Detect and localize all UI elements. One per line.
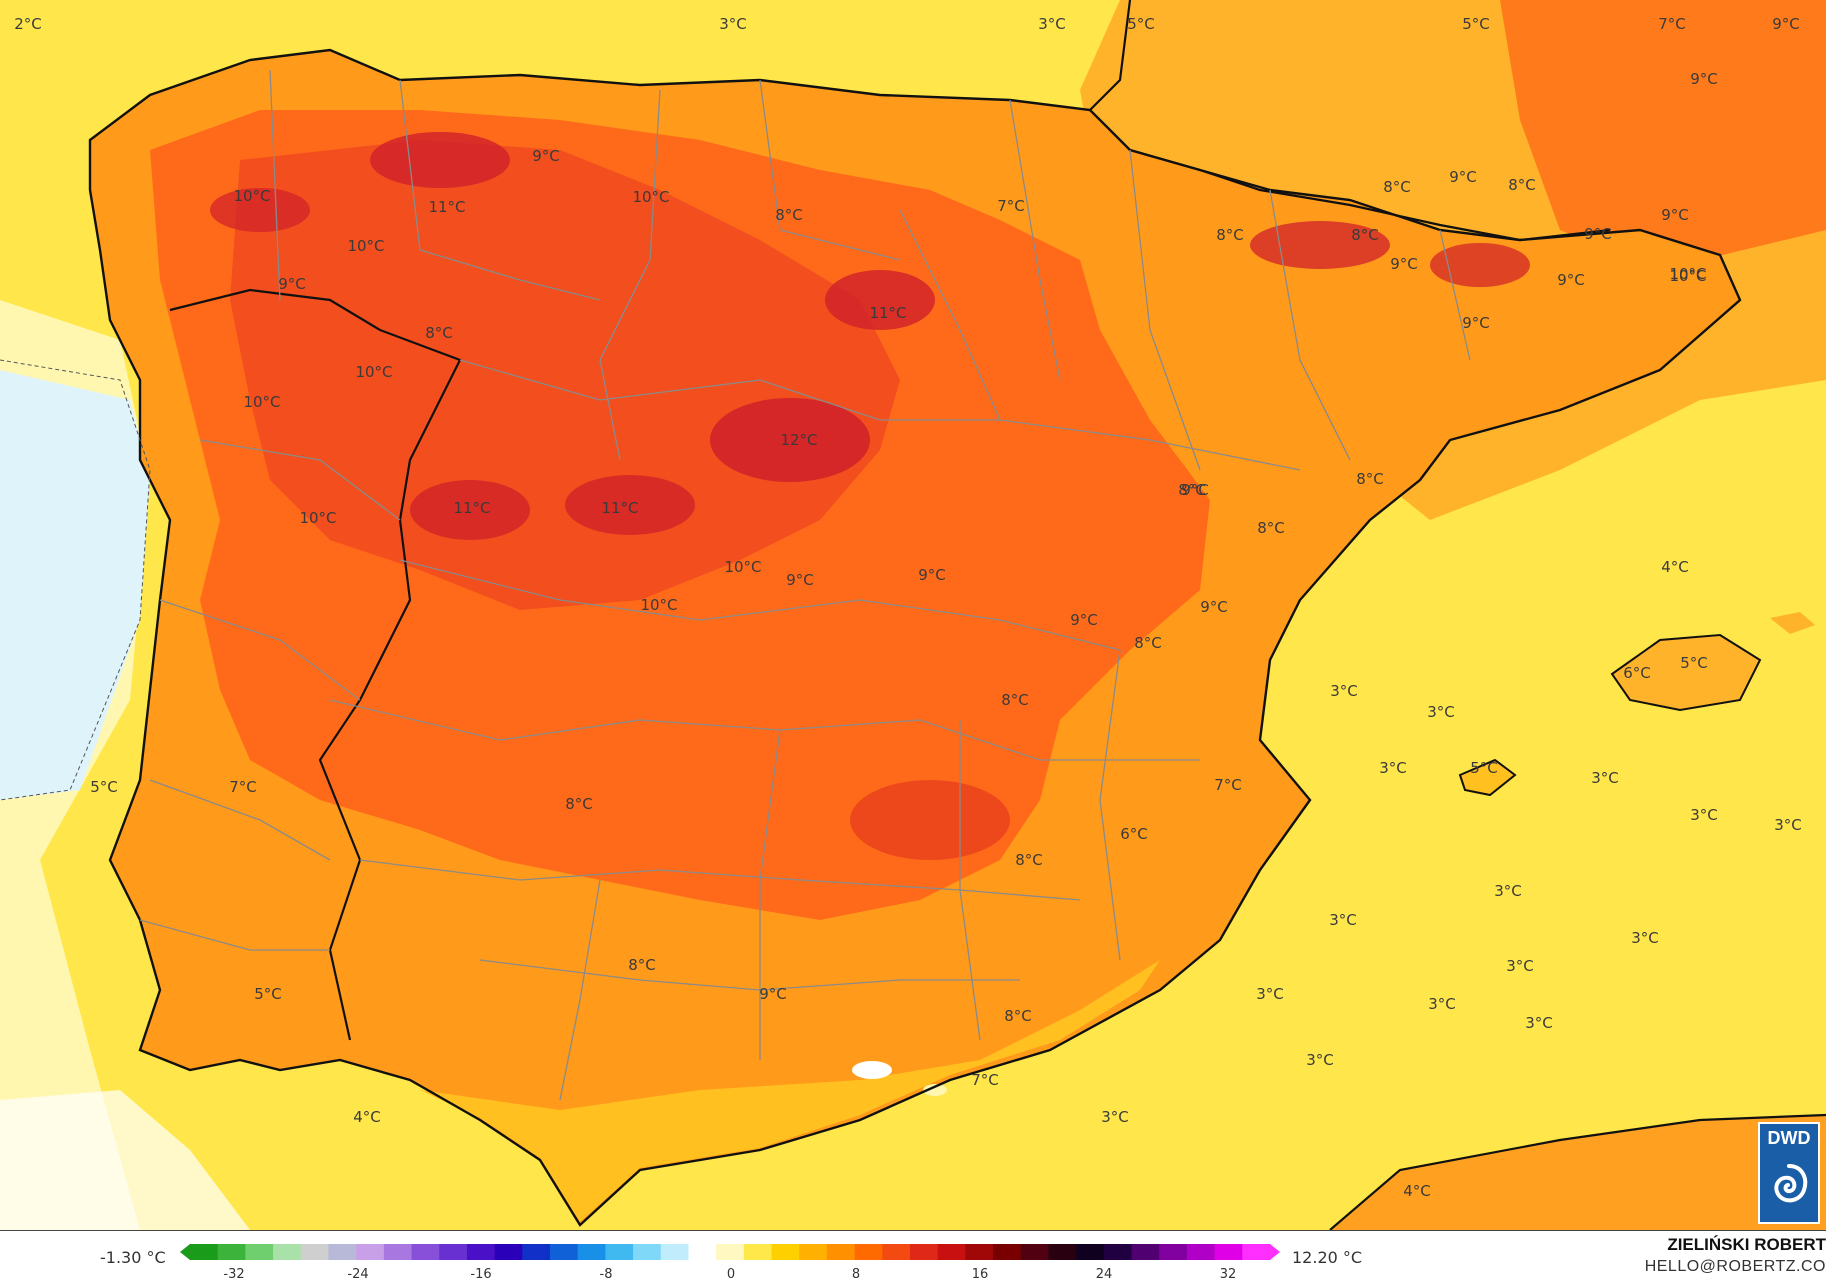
color-bar-segment xyxy=(1131,1244,1160,1260)
legend-tick-label: -16 xyxy=(470,1267,492,1282)
mallorca-island xyxy=(1612,635,1760,710)
color-bar-segment xyxy=(660,1244,690,1260)
map-base xyxy=(0,0,1826,1230)
color-bar-segment xyxy=(1214,1244,1243,1260)
iberia-coastline xyxy=(88,48,1742,1227)
color-bar-segment xyxy=(1242,1244,1271,1260)
color-bar-segment xyxy=(1159,1244,1188,1260)
legend-tick-label: 24 xyxy=(1095,1267,1113,1282)
hotspot-central-2 xyxy=(825,270,935,330)
color-bar-segment xyxy=(550,1244,579,1260)
color-bar-segment xyxy=(245,1244,274,1260)
france-hot-core xyxy=(1500,0,1826,270)
color-bar-segment xyxy=(466,1244,496,1260)
atlantic-white-zone xyxy=(0,370,150,800)
southwest-white-zone xyxy=(0,1090,250,1230)
hotspot-north-2 xyxy=(210,188,310,232)
swirl-icon xyxy=(1774,1164,1808,1203)
legend-tick-label: -32 xyxy=(223,1267,245,1282)
isotherm-line xyxy=(0,359,151,801)
color-bar-segment xyxy=(300,1244,330,1260)
author-name: ZIELIŃSKI ROBERT xyxy=(1667,1235,1826,1254)
color-bar-segment xyxy=(688,1244,717,1260)
color-bar-segment xyxy=(1076,1244,1105,1260)
iberia-core-zone xyxy=(230,140,900,610)
color-bar-min-arrow xyxy=(180,1244,190,1260)
color-bar-segment xyxy=(771,1244,800,1260)
color-bar-segment xyxy=(217,1244,246,1260)
pyrenees-border xyxy=(1129,148,1611,242)
color-bar-segment xyxy=(411,1244,440,1260)
color-bar-segment xyxy=(716,1244,745,1260)
color-bar-segment xyxy=(1048,1244,1077,1260)
color-legend: -1.30 °C -32 -24 -16 -8 0 8 16 24 32 12.20 °C ZI… xyxy=(0,1230,1826,1288)
hotspot-north-1 xyxy=(370,132,510,188)
color-bar-segment xyxy=(190,1244,219,1260)
color-bar-segment xyxy=(854,1244,883,1260)
ibiza-coast xyxy=(1458,758,1517,797)
color-bar-segment xyxy=(273,1244,302,1260)
hotspot-central-3 xyxy=(410,480,530,540)
color-bar-segment xyxy=(937,1244,966,1260)
legend-min-value: -1.30 °C xyxy=(100,1248,166,1267)
color-bar xyxy=(180,1244,1280,1260)
france-border xyxy=(1089,0,1132,111)
hotspot-east-2 xyxy=(1430,243,1530,287)
north-africa-land xyxy=(1330,1115,1826,1230)
legend-tick-label: 16 xyxy=(971,1267,989,1282)
color-bar-segment xyxy=(383,1244,413,1260)
province-borders xyxy=(139,69,1471,1101)
portugal-border xyxy=(169,288,462,1041)
hotspot-central-4 xyxy=(565,475,695,535)
legend-tick-label: 32 xyxy=(1219,1267,1237,1282)
legend-max-value: 12.20 °C xyxy=(1292,1248,1363,1267)
legend-tick-label: 0 xyxy=(726,1267,736,1282)
mountain-cool-spot-2 xyxy=(923,1084,947,1096)
color-bar-segment xyxy=(439,1244,468,1260)
color-bar-segment xyxy=(826,1244,856,1260)
hotspot-east-1 xyxy=(1250,221,1390,269)
mountain-cool-spot xyxy=(852,1061,892,1079)
south-coast-band xyxy=(420,960,1160,1222)
color-bar-segment xyxy=(1020,1244,1050,1260)
color-bar-segment xyxy=(494,1244,523,1260)
author-email: HELLO@ROBERTZ.CO xyxy=(1644,1258,1826,1275)
color-bar-segment xyxy=(577,1244,606,1260)
africa-coast xyxy=(1329,1113,1826,1230)
temperature-map: 2°C 3°C 3°C 5°C 5°C 7°C 9°C 9°C 10°C 11°C 10°C 8°C 7… xyxy=(0,0,1826,1230)
dwd-logo-text: DWD xyxy=(1767,1128,1811,1148)
color-bar-segment xyxy=(965,1244,994,1260)
color-bar-segment xyxy=(882,1244,911,1260)
color-bar-segment xyxy=(605,1244,634,1260)
color-bar-segment xyxy=(356,1244,385,1260)
mallorca-coast xyxy=(1610,633,1762,712)
color-bar-segment xyxy=(1186,1244,1216,1260)
color-bar-segment xyxy=(993,1244,1022,1260)
ibiza-island xyxy=(1460,760,1515,795)
color-bar-segment xyxy=(1103,1244,1133,1260)
color-bar-segment xyxy=(910,1244,939,1260)
color-bar-segment xyxy=(633,1244,662,1260)
legend-tick-label: 8 xyxy=(851,1267,861,1282)
legend-tick-label: -8 xyxy=(599,1267,613,1282)
hotspot-south-1 xyxy=(850,780,1010,860)
color-bar-segment xyxy=(522,1244,551,1260)
dwd-logo: DWD xyxy=(1758,1122,1820,1224)
color-bar-segment xyxy=(743,1244,773,1260)
hotspot-central-1 xyxy=(710,398,870,482)
color-bar-segment xyxy=(328,1244,357,1260)
menorca-island xyxy=(1770,612,1815,634)
color-bar-segment xyxy=(799,1244,828,1260)
legend-tick-label: -24 xyxy=(347,1267,369,1282)
color-bar-max-arrow xyxy=(1270,1244,1280,1260)
